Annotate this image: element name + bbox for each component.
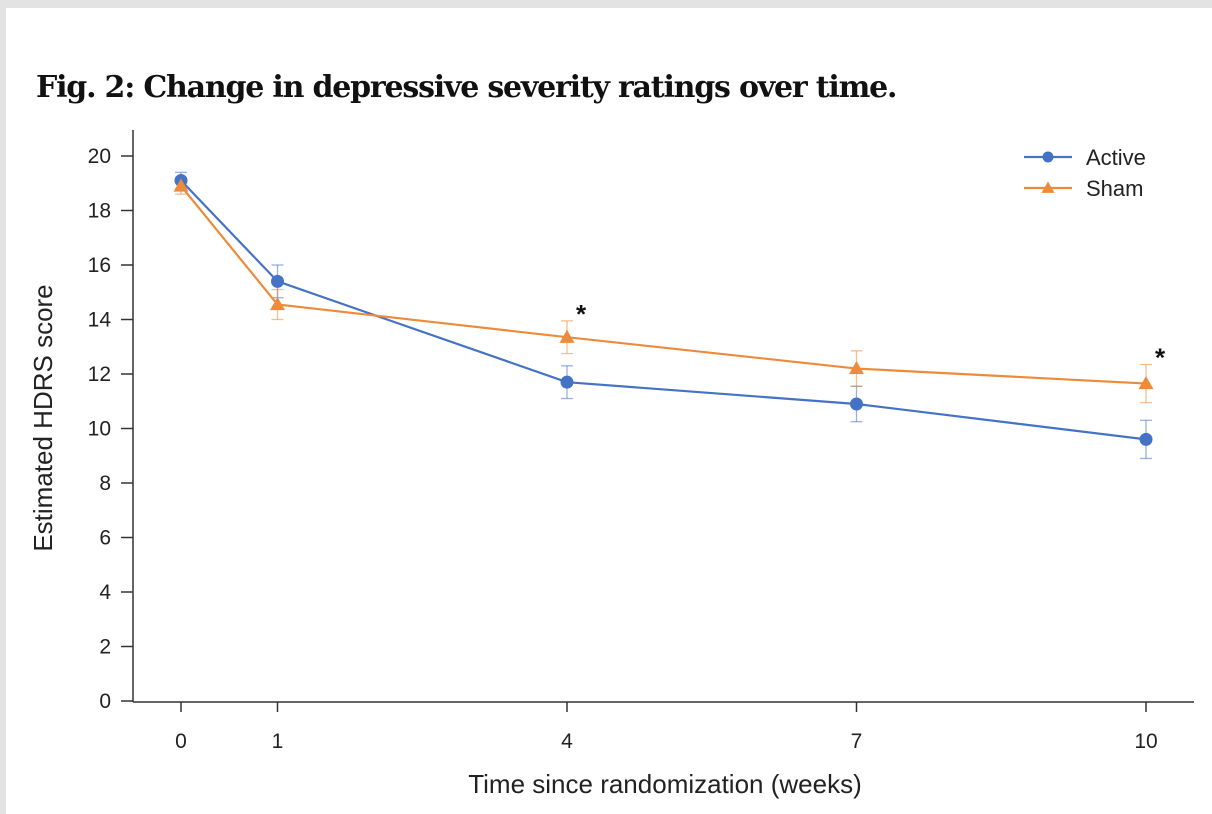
error-bars-group — [175, 171, 1152, 460]
y-tick-label: 12 — [88, 363, 111, 386]
y-tick-label: 20 — [88, 145, 111, 168]
markers-group — [173, 174, 1154, 446]
sham-series-line — [180, 185, 1147, 385]
legend: Active Sham — [1024, 145, 1146, 201]
x-axis-title: Time since randomization (weeks) — [468, 769, 862, 799]
figure-title: Fig. 2: Change in depressive severity ra… — [36, 70, 897, 105]
sham-point — [1138, 376, 1154, 390]
active-point — [271, 274, 284, 288]
y-tick-label: 4 — [99, 581, 111, 604]
x-tick-label: 1 — [272, 730, 284, 753]
active-point — [1139, 432, 1153, 446]
y-tick-label: 16 — [88, 254, 111, 277]
annotations-group: ** — [576, 299, 1166, 373]
legend-active-label: Active — [1086, 145, 1146, 170]
x-tick-label: 0 — [175, 730, 187, 753]
y-tick-label: 8 — [99, 472, 111, 495]
y-tick-label: 6 — [99, 527, 111, 550]
sham-point — [270, 297, 285, 311]
legend-sham-marker — [1041, 181, 1055, 193]
legend-sham-label: Sham — [1086, 176, 1143, 201]
y-tick-label: 14 — [88, 309, 112, 332]
series-lines-group — [180, 179, 1147, 441]
sham-point — [173, 178, 189, 192]
significance-asterisk: * — [576, 299, 587, 329]
y-axis-title: Estimated HDRS score — [28, 284, 58, 551]
sham-point — [559, 329, 575, 343]
y-tick-label: 10 — [88, 418, 111, 441]
y-tick-label: 18 — [88, 200, 111, 223]
active-point — [560, 375, 574, 389]
x-tick-label: 10 — [1134, 730, 1157, 753]
significance-asterisk: * — [1155, 342, 1166, 372]
x-tick-label: 4 — [561, 730, 573, 753]
x-tick-label: 7 — [851, 730, 863, 753]
y-tick-label: 0 — [99, 690, 111, 713]
sham-point — [849, 361, 864, 375]
legend-active-marker — [1042, 151, 1054, 163]
y-tick-label: 2 — [99, 636, 111, 659]
active-point — [850, 397, 863, 411]
